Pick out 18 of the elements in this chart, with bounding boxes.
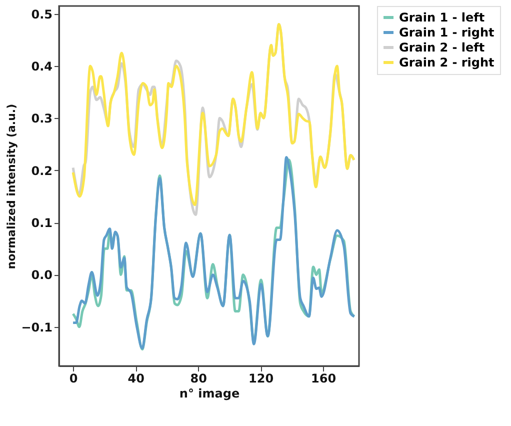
legend-label: Grain 1 - right xyxy=(399,26,495,40)
x-axis-title: n° image xyxy=(179,386,240,400)
x-tick-label: 80 xyxy=(190,372,207,386)
y-tick-label: −0.1 xyxy=(21,320,52,334)
legend-label: Grain 2 - left xyxy=(399,40,485,54)
y-tick-label: 0.1 xyxy=(31,216,52,230)
x-tick-label: 40 xyxy=(128,372,144,386)
y-tick-label: 0.4 xyxy=(31,60,52,74)
y-tick-label: 0.2 xyxy=(31,164,52,178)
x-tick-label: 120 xyxy=(248,372,274,386)
y-axis-title: normalized intensity (a.u.) xyxy=(5,104,18,270)
y-tick-label: 0.0 xyxy=(31,268,52,282)
x-tick-label: 0 xyxy=(69,372,78,386)
x-tick-label: 160 xyxy=(311,372,336,386)
legend-label: Grain 2 - right xyxy=(399,56,495,70)
y-tick-label: 0.5 xyxy=(31,7,52,22)
y-tick-label: 0.3 xyxy=(31,112,52,126)
legend-label: Grain 1 - left xyxy=(399,10,485,24)
